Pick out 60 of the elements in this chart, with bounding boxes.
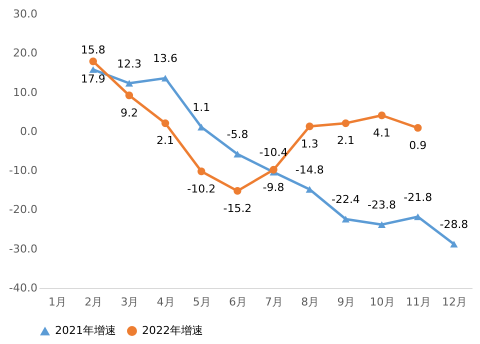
point (198, 167, 206, 176)
y-tick-label: 20.0 (13, 46, 38, 60)
data-label: 0.9 (409, 138, 427, 152)
point (450, 240, 458, 248)
data-label: -10.2 (187, 182, 216, 196)
x-tick-label: 6月 (228, 296, 247, 308)
point (378, 221, 386, 228)
data-label: 15.8 (80, 44, 106, 57)
point (342, 119, 350, 128)
x-tick-label: 2月 (84, 296, 103, 308)
x-tick-label: 9月 (337, 296, 356, 308)
data-label: -14.8 (295, 163, 324, 176)
y-tick-label: 10.0 (13, 86, 38, 99)
y-tick-label: -20.0 (9, 203, 38, 216)
data-label: 2.1 (156, 134, 174, 148)
data-label: 13.6 (153, 52, 178, 66)
data-label: -9.8 (262, 180, 284, 194)
data-label: -28.8 (440, 218, 468, 232)
point (270, 166, 278, 174)
x-tick-label: 8月 (301, 296, 320, 308)
point (234, 150, 242, 158)
data-label: 12.3 (116, 57, 142, 70)
data-label: 9.2 (120, 106, 138, 120)
point (125, 80, 134, 87)
x-tick-label: 4月 (156, 296, 175, 308)
x-tick-label: 1月 (48, 296, 67, 308)
point (161, 74, 170, 82)
data-label: 4.1 (373, 126, 391, 140)
x-tick-label: 3月 (120, 296, 139, 308)
point (89, 66, 97, 73)
y-tick-label: 0.0 (20, 124, 38, 138)
y-tick-label: -40.0 (9, 282, 38, 294)
point (306, 122, 314, 130)
point (125, 92, 134, 100)
data-label: -23.8 (368, 198, 396, 212)
x-tick-label: 5月 (192, 296, 211, 308)
y-tick-label: -30.0 (9, 242, 38, 256)
point (378, 112, 386, 120)
y-tick-label: 30.0 (13, 8, 38, 20)
x-tick-label: 7月 (265, 296, 284, 308)
legend-label: 2021年增速 (55, 324, 116, 337)
data-label: -5.8 (226, 128, 248, 142)
point (161, 119, 170, 128)
data-label: -10.4 (259, 146, 288, 160)
data-label: -22.4 (331, 193, 360, 206)
data-label: -15.2 (223, 202, 252, 215)
point (342, 216, 350, 222)
point (89, 58, 97, 66)
point (234, 187, 242, 195)
x-tick-label: 11月 (406, 296, 431, 308)
x-tick-label: 12月 (442, 296, 467, 308)
data-label: 1.1 (192, 101, 210, 114)
x-tick-label: 10月 (370, 296, 395, 308)
data-label: 2.1 (336, 134, 354, 148)
y-tick-label: -10.0 (9, 164, 38, 178)
data-label: 17.9 (80, 72, 106, 86)
point (414, 124, 422, 132)
data-label: -21.8 (404, 190, 432, 204)
data-label: 1.3 (300, 137, 318, 150)
legend-label: 2022年增速 (142, 324, 203, 337)
